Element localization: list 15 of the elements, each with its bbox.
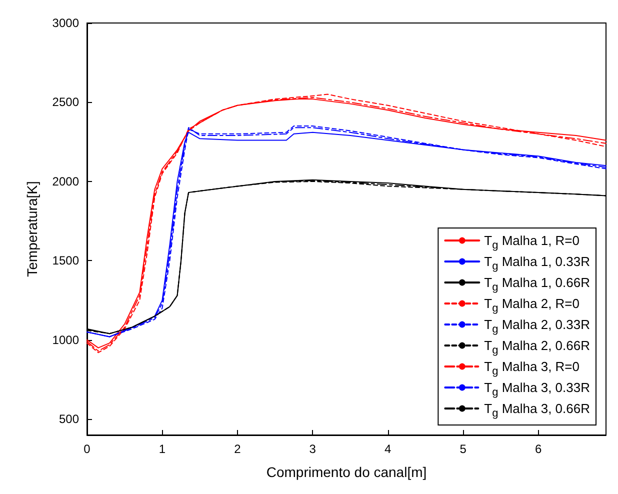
x-tick-label: 0: [84, 442, 91, 456]
y-tick-label: 1500: [52, 254, 80, 268]
y-tick-label: 2500: [52, 95, 80, 110]
x-tick-label: 2: [234, 442, 242, 456]
y-tick-label: 2000: [52, 174, 80, 188]
x-tick-label: 5: [460, 442, 467, 456]
x-tick-label: 4: [384, 442, 392, 456]
y-axis-title: Temperatura[K]: [24, 181, 40, 277]
y-tick-label: 500: [58, 412, 80, 426]
x-tick-label: 1: [158, 442, 166, 456]
y-tick-label: 1000: [52, 332, 80, 347]
x-tick-label: 6: [534, 442, 542, 456]
x-axis-title: Comprimento do canal[m]: [266, 464, 427, 480]
y-tick-label: 3000: [52, 16, 80, 30]
x-tick-label: 3: [309, 442, 316, 456]
